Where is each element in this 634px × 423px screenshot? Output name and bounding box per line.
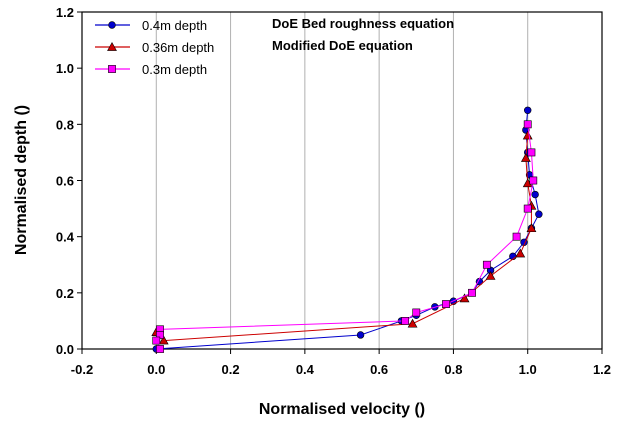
y-tick-label: 1.0	[56, 61, 74, 76]
legend-entries: 0.4m depth 0.36m depth 0.3m depth	[95, 18, 214, 77]
legend-entry: 0.4m depth	[95, 18, 207, 33]
legend-label: 0.3m depth	[142, 62, 207, 77]
x-tick-label: 0.2	[222, 362, 240, 377]
data-point	[520, 153, 531, 162]
x-tick-label: 0.0	[147, 362, 165, 377]
series-line	[155, 124, 534, 350]
data-point	[526, 223, 537, 233]
x-tick-label: 1.0	[519, 362, 537, 377]
data-point	[459, 293, 470, 303]
y-tick-label: 0.4	[56, 230, 75, 245]
data-point	[524, 106, 532, 114]
axis-ticks: -0.2 0.0 0.2 0.4 0.6 0.8 1.0 1.2 0.0 0.2 0.4 0.6 0.8…	[56, 5, 611, 377]
x-tick-label: 1.2	[593, 362, 611, 377]
data-point	[156, 345, 164, 353]
data-point	[512, 232, 521, 241]
series-line	[156, 110, 540, 350]
data-point	[412, 308, 421, 317]
x-tick-label: -0.2	[71, 362, 93, 377]
data-point	[401, 317, 410, 325]
y-axis-title: Normalised depth ()	[13, 105, 30, 255]
data-point	[485, 270, 496, 280]
data-point	[158, 335, 169, 345]
data-point	[442, 300, 450, 308]
data-point	[356, 331, 365, 339]
legend-marker	[107, 41, 117, 51]
y-tick-label: 0.2	[56, 286, 74, 301]
data-point	[152, 336, 161, 345]
annotation-doe-bed-roughness: DoE Bed roughness equation	[272, 16, 454, 31]
legend-marker	[108, 21, 116, 29]
data-point	[407, 318, 418, 328]
y-tick-label: 0.6	[56, 174, 74, 189]
series-group	[151, 106, 543, 353]
y-tick-label: 1.2	[56, 5, 74, 20]
legend-entry: 0.36m depth	[95, 40, 214, 55]
legend-label: 0.36m depth	[142, 40, 214, 55]
series-line	[155, 135, 532, 342]
y-tick-label: 0.0	[56, 342, 74, 357]
data-point	[523, 204, 532, 213]
legend-entry: 0.3m depth	[95, 62, 207, 77]
data-point	[468, 288, 476, 297]
x-tick-label: 0.6	[370, 362, 388, 377]
series-0	[152, 106, 543, 353]
legend-marker	[108, 65, 116, 73]
data-point	[482, 260, 491, 269]
data-point	[531, 190, 539, 199]
series-2	[152, 120, 538, 353]
data-point	[529, 176, 538, 185]
y-tick-label: 0.8	[56, 117, 74, 132]
data-point	[535, 210, 543, 218]
data-point	[515, 248, 526, 258]
grid-lines	[155, 12, 529, 349]
x-tick-label: 0.4	[296, 362, 315, 377]
x-tick-label: 0.8	[444, 362, 462, 377]
data-point	[527, 148, 536, 157]
annotation-modified-doe: Modified DoE equation	[272, 38, 413, 53]
data-point	[523, 120, 532, 129]
legend: 0.4m depth 0.36m depth 0.3m depth	[95, 18, 214, 77]
series-1	[151, 130, 537, 345]
x-axis-title: Normalised velocity ()	[259, 401, 425, 418]
legend-label: 0.4m depth	[142, 18, 207, 33]
data-point	[522, 130, 533, 140]
